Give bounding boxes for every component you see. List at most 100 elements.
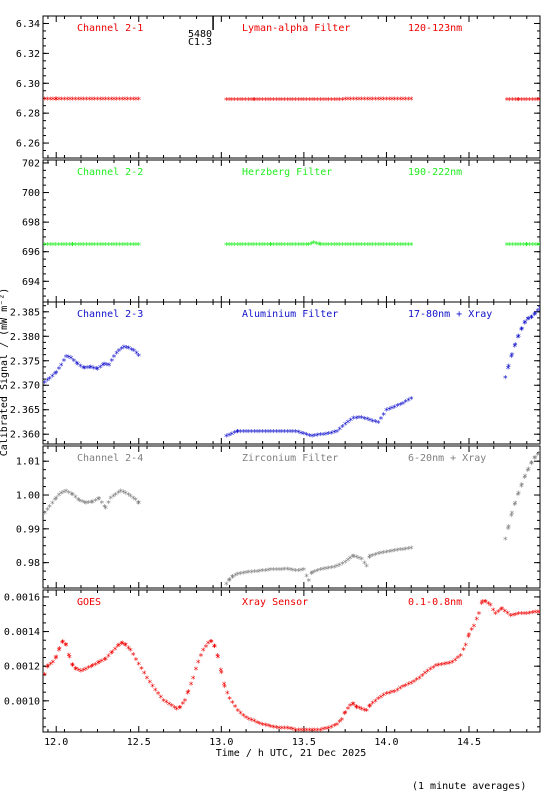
- data-point: *: [109, 650, 114, 660]
- data-point: *: [279, 242, 284, 252]
- data-point: *: [118, 488, 123, 498]
- data-point: *: [73, 96, 78, 106]
- data-point: *: [516, 333, 521, 343]
- data-point: *: [298, 96, 303, 106]
- data-point: *: [42, 671, 47, 681]
- data-point: *: [282, 566, 287, 576]
- data-point: *: [279, 428, 284, 438]
- data-point: *: [235, 428, 240, 438]
- data-point: *: [100, 96, 105, 106]
- data-point: *: [323, 242, 328, 252]
- data-point: *: [526, 316, 531, 326]
- data-point: *: [126, 645, 131, 655]
- data-point: *: [309, 569, 314, 579]
- data-point: *: [52, 496, 57, 506]
- data-point: *: [96, 659, 101, 669]
- data-point: *: [254, 428, 259, 438]
- data-point: *: [47, 242, 52, 252]
- data-point: *: [87, 96, 92, 106]
- data-point: *: [89, 242, 94, 252]
- data-point: *: [381, 692, 386, 702]
- data-point: *: [351, 701, 356, 711]
- data-point: *: [103, 656, 108, 666]
- data-point: *: [529, 314, 534, 324]
- data-point: *: [340, 423, 345, 433]
- data-point: *: [506, 524, 511, 534]
- data-point: *: [227, 577, 232, 587]
- data-point: *: [98, 364, 103, 374]
- data-point: *: [268, 428, 273, 438]
- y-tick-label: 0.0012: [4, 662, 40, 673]
- data-point: *: [395, 403, 400, 413]
- data-point: *: [378, 550, 383, 560]
- data-point: *: [329, 565, 334, 575]
- data-point: *: [235, 708, 240, 718]
- data-point: *: [166, 701, 171, 711]
- data-point: *: [265, 242, 270, 252]
- data-point: *: [279, 725, 284, 735]
- data-point: *: [384, 690, 389, 700]
- data-point: *: [375, 696, 380, 706]
- data-point: *: [304, 242, 309, 252]
- data-point: *: [384, 242, 389, 252]
- data-point: *: [403, 546, 408, 556]
- data-point: *: [397, 96, 402, 106]
- data-point: *: [389, 405, 394, 415]
- data-point: *: [342, 96, 347, 106]
- data-point: *: [298, 242, 303, 252]
- data-point: *: [257, 242, 262, 252]
- data-point: *: [315, 727, 320, 737]
- data-point: *: [109, 242, 114, 252]
- data-point: *: [271, 567, 276, 577]
- data-point: *: [373, 242, 378, 252]
- data-point: *: [450, 659, 455, 669]
- data-point: *: [120, 96, 125, 106]
- data-point: *: [521, 611, 526, 621]
- data-point: *: [353, 242, 358, 252]
- y-tick-label: 2.380: [10, 332, 40, 343]
- data-point: *: [406, 545, 411, 555]
- data-point: *: [315, 432, 320, 442]
- data-point: *: [537, 449, 542, 459]
- data-point: *: [153, 687, 158, 697]
- data-point: *: [507, 242, 512, 252]
- data-point: *: [76, 96, 81, 106]
- data-point: *: [195, 659, 200, 669]
- data-point: *: [53, 654, 58, 664]
- data-point: *: [84, 96, 89, 106]
- data-point: *: [301, 242, 306, 252]
- data-point: *: [211, 643, 216, 653]
- data-point: *: [309, 727, 314, 737]
- panel-3: 2.360 2.365 2.370 2.375 2.380 2.385 Channel 2-…: [10, 301, 541, 445]
- y-tick-label: 694: [22, 277, 40, 288]
- data-point: *: [521, 96, 526, 106]
- data-point: *: [226, 432, 231, 442]
- data-point: *: [76, 667, 81, 677]
- data-point: *: [248, 97, 253, 107]
- y-tick-label: 6.30: [16, 79, 40, 90]
- data-point: *: [147, 679, 152, 689]
- data-point: *: [342, 242, 347, 252]
- data-point: *: [276, 428, 281, 438]
- data-point: *: [362, 242, 367, 252]
- data-point: *: [408, 545, 413, 555]
- data-point: *: [90, 663, 95, 673]
- data-point: *: [174, 706, 179, 716]
- data-point: *: [386, 406, 391, 416]
- data-point: *: [56, 365, 61, 375]
- data-point: *: [282, 96, 287, 106]
- data-point: *: [129, 346, 134, 356]
- data-point: *: [50, 96, 55, 106]
- data-point: *: [353, 96, 358, 106]
- data-point: *: [83, 500, 88, 510]
- data-point: *: [133, 96, 138, 106]
- y-tick-label: 2.360: [10, 430, 40, 441]
- data-point: *: [182, 697, 187, 707]
- data-point: *: [342, 559, 347, 569]
- data-point: *: [312, 96, 317, 106]
- data-point: *: [226, 242, 231, 252]
- data-point: *: [246, 242, 251, 252]
- data-point: *: [229, 242, 234, 252]
- data-point: *: [309, 240, 314, 250]
- data-point: *: [347, 703, 352, 713]
